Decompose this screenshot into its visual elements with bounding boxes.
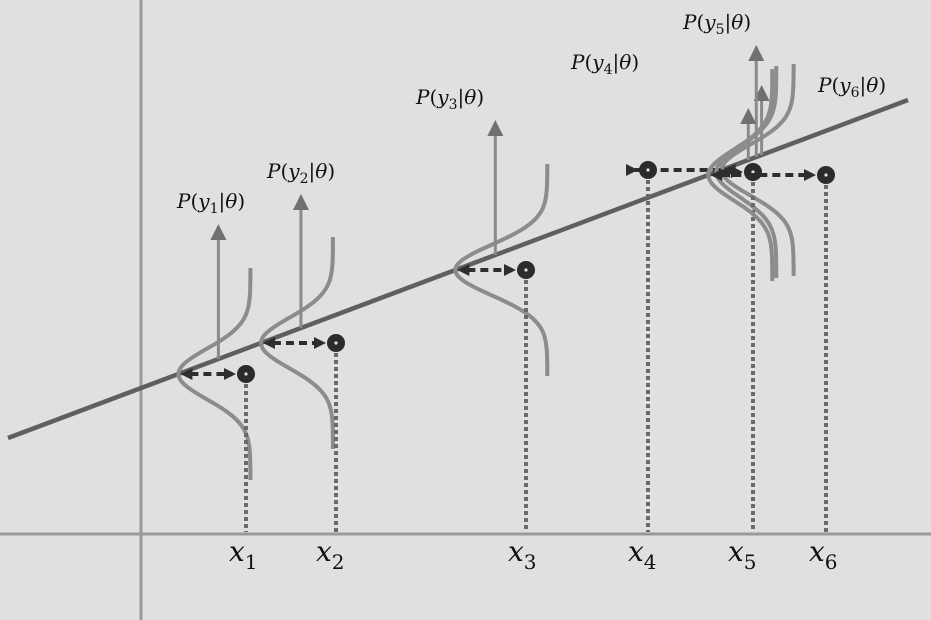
- prob-bar-2: |: [309, 159, 316, 184]
- prob-var-5: y: [703, 10, 716, 34]
- prob-open-paren-1: (: [190, 189, 198, 213]
- residual-arrowhead-left-3: [457, 264, 470, 276]
- residual-arrowhead-left-2: [262, 337, 275, 349]
- prob-sub-1: 1: [210, 201, 219, 217]
- data-point-center-6: [824, 173, 828, 177]
- probability-label-1: P(y1|θ): [176, 189, 245, 217]
- x-label-var-1: x: [229, 535, 245, 568]
- x-label-var-3: x: [508, 535, 524, 568]
- residual-arrowhead-right-2: [314, 337, 326, 349]
- prob-bar-1: |: [219, 189, 226, 214]
- prob-given-3: θ: [464, 85, 476, 109]
- x-label-sub-5: 5: [744, 550, 757, 574]
- x-label-2: x2: [316, 535, 345, 574]
- prob-sub-6: 6: [851, 85, 860, 101]
- prob-func-3: P: [415, 85, 430, 109]
- prob-given-5: θ: [731, 10, 743, 34]
- x-label-sub-2: 2: [332, 550, 345, 574]
- regression-line: [7, 97, 909, 441]
- probability-arrowhead-6: [740, 108, 757, 124]
- prob-bar-4: |: [613, 50, 620, 75]
- residual-arrowhead-right-1: [224, 368, 236, 380]
- prob-bar-6: |: [860, 73, 867, 98]
- gaussian-curve-6: [706, 69, 775, 281]
- prob-open-paren-2: (: [280, 159, 288, 183]
- residual-arrowhead-right-6: [804, 169, 816, 181]
- residual-arrowhead-left-1: [180, 368, 193, 380]
- x-label-sub-3: 3: [524, 550, 537, 574]
- prob-bar-5: |: [725, 10, 732, 35]
- probability-arrowhead-5: [748, 45, 765, 61]
- probability-label-2: P(y2|θ): [266, 159, 335, 187]
- prob-sub-4: 4: [604, 62, 613, 78]
- probability-label-6: P(y6|θ): [817, 73, 886, 101]
- prob-bar-3: |: [458, 85, 465, 110]
- prob-open-paren-4: (: [584, 50, 592, 74]
- observation-group-6: x6P(y6|θ): [706, 69, 886, 574]
- x-label-sub-6: 6: [825, 550, 838, 574]
- data-point-center-4: [646, 168, 650, 172]
- probability-arrowhead-2: [292, 194, 309, 210]
- observation-group-2: x2P(y2|θ): [258, 159, 345, 574]
- x-label-sub-4: 4: [644, 550, 657, 574]
- prob-func-5: P: [682, 10, 697, 34]
- x-label-var-6: x: [809, 535, 825, 568]
- probability-arrowhead-1: [210, 224, 227, 240]
- prob-given-2: θ: [315, 159, 327, 183]
- prob-func-2: P: [266, 159, 281, 183]
- gaussian-curve-1: [176, 268, 253, 480]
- prob-close-paren-2: ): [327, 159, 335, 183]
- x-label-var-2: x: [316, 535, 332, 568]
- x-label-5: x5: [728, 535, 757, 574]
- prob-open-paren-6: (: [831, 73, 839, 97]
- prob-open-paren-5: (: [696, 10, 704, 34]
- prob-var-3: y: [436, 85, 449, 109]
- prob-given-4: θ: [619, 50, 631, 74]
- x-label-4: x4: [628, 535, 657, 574]
- prob-var-6: y: [838, 73, 851, 97]
- prob-given-6: θ: [866, 73, 878, 97]
- x-label-sub-1: 1: [245, 550, 258, 574]
- gaussian-curve-2: [258, 237, 335, 449]
- prob-sub-2: 2: [300, 171, 309, 187]
- x-label-var-5: x: [728, 535, 744, 568]
- prob-sub-3: 3: [449, 97, 458, 113]
- prob-close-paren-6: ): [878, 73, 886, 97]
- x-label-6: x6: [809, 535, 838, 574]
- prob-given-1: θ: [225, 189, 237, 213]
- data-point-center-2: [334, 341, 338, 345]
- prob-close-paren-3: ): [476, 85, 484, 109]
- prob-close-paren-4: ): [631, 50, 639, 74]
- residual-arrowhead-right-3: [504, 264, 516, 276]
- prob-func-4: P: [570, 50, 585, 74]
- probability-label-4: P(y4|θ): [570, 50, 639, 78]
- gaussian-curve-3: [453, 164, 550, 376]
- data-point-center-1: [244, 372, 248, 376]
- x-label-1: x1: [229, 535, 258, 574]
- prob-var-2: y: [287, 159, 300, 183]
- x-label-var-4: x: [628, 535, 644, 568]
- probability-label-3: P(y3|θ): [415, 85, 484, 113]
- prob-close-paren-1: ): [237, 189, 245, 213]
- probability-label-5: P(y5|θ): [682, 10, 751, 38]
- observation-group-3: x3P(y3|θ): [415, 85, 550, 574]
- prob-close-paren-5: ): [743, 10, 751, 34]
- data-point-center-5: [751, 170, 755, 174]
- residual-arrowhead-left-6: [710, 169, 723, 181]
- residual-arrowhead-right-4: [626, 164, 638, 176]
- x-label-3: x3: [508, 535, 537, 574]
- observation-group-1: x1P(y1|θ): [176, 189, 258, 574]
- prob-var-4: y: [591, 50, 604, 74]
- prob-func-6: P: [817, 73, 832, 97]
- prob-open-paren-3: (: [429, 85, 437, 109]
- probability-arrowhead-3: [487, 120, 504, 136]
- prob-func-1: P: [176, 189, 191, 213]
- prob-sub-5: 5: [716, 22, 725, 38]
- prob-var-1: y: [197, 189, 210, 213]
- data-point-center-3: [524, 268, 528, 272]
